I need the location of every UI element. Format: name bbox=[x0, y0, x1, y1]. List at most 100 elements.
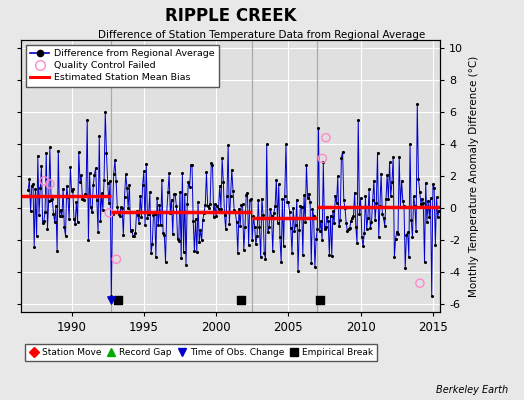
Point bbox=[315, 228, 324, 234]
Point bbox=[354, 117, 363, 123]
Point bbox=[276, 234, 284, 240]
Point bbox=[176, 188, 184, 195]
Point bbox=[182, 261, 190, 268]
Point bbox=[290, 227, 299, 234]
Point bbox=[78, 196, 86, 202]
Point bbox=[221, 212, 229, 218]
Point bbox=[123, 184, 131, 191]
Point bbox=[66, 164, 74, 170]
Point bbox=[177, 254, 185, 261]
Point bbox=[401, 265, 409, 272]
Point bbox=[373, 150, 381, 156]
Point bbox=[139, 168, 148, 174]
Point bbox=[190, 248, 199, 254]
Point bbox=[318, 155, 326, 162]
Point bbox=[296, 203, 304, 209]
Point bbox=[413, 101, 421, 107]
Point bbox=[387, 193, 395, 199]
Point bbox=[331, 193, 340, 199]
Point bbox=[249, 213, 258, 219]
Point bbox=[112, 256, 121, 262]
Point bbox=[400, 203, 408, 209]
Point bbox=[174, 238, 183, 244]
Point bbox=[146, 189, 154, 195]
Point bbox=[74, 149, 83, 155]
Point bbox=[150, 211, 159, 217]
Point bbox=[205, 205, 213, 211]
Point bbox=[119, 232, 127, 238]
Point bbox=[416, 280, 424, 286]
Point bbox=[268, 248, 277, 254]
Point bbox=[363, 226, 371, 232]
Point bbox=[137, 214, 146, 221]
Point bbox=[339, 148, 347, 155]
Point bbox=[353, 240, 361, 246]
Point bbox=[46, 181, 54, 187]
Point bbox=[244, 242, 253, 248]
Point bbox=[70, 215, 78, 222]
Point bbox=[47, 197, 55, 203]
Point bbox=[340, 197, 348, 204]
Point bbox=[343, 228, 352, 234]
Point bbox=[406, 141, 414, 147]
Point bbox=[271, 202, 279, 209]
Point bbox=[34, 153, 42, 159]
Point bbox=[424, 198, 432, 204]
Point bbox=[348, 215, 356, 222]
Point bbox=[165, 170, 173, 177]
Point bbox=[411, 203, 419, 209]
Point bbox=[172, 202, 181, 209]
Point bbox=[36, 185, 45, 191]
Point bbox=[264, 229, 272, 235]
Point bbox=[300, 192, 308, 198]
Point bbox=[235, 205, 243, 212]
Point bbox=[24, 187, 32, 194]
Point bbox=[261, 256, 270, 262]
Point bbox=[170, 191, 178, 198]
Point bbox=[370, 177, 378, 184]
Point bbox=[391, 236, 400, 242]
Point bbox=[236, 297, 245, 303]
Point bbox=[284, 199, 292, 205]
Point bbox=[105, 200, 113, 206]
Point bbox=[217, 206, 225, 212]
Point bbox=[129, 233, 137, 239]
Point bbox=[355, 210, 364, 217]
Point bbox=[419, 200, 428, 206]
Point bbox=[420, 259, 429, 266]
Point bbox=[364, 214, 372, 221]
Point bbox=[335, 223, 343, 229]
Point bbox=[274, 220, 282, 226]
Point bbox=[118, 205, 126, 211]
Point bbox=[143, 214, 151, 221]
Point bbox=[421, 180, 430, 186]
Point bbox=[153, 194, 161, 201]
Point bbox=[237, 202, 246, 208]
Point bbox=[286, 209, 294, 215]
Point bbox=[227, 166, 236, 173]
Point bbox=[301, 219, 310, 226]
Point bbox=[344, 226, 353, 232]
Point bbox=[283, 199, 291, 206]
Point bbox=[102, 150, 111, 156]
Point bbox=[252, 241, 260, 248]
Point bbox=[56, 213, 64, 219]
Point bbox=[48, 196, 57, 202]
Point bbox=[299, 252, 307, 258]
Point bbox=[371, 217, 379, 224]
Point bbox=[42, 149, 50, 156]
Point bbox=[378, 211, 387, 217]
Point bbox=[239, 247, 248, 254]
Point bbox=[206, 201, 214, 208]
Point bbox=[142, 160, 150, 167]
Point bbox=[212, 212, 220, 219]
Point bbox=[295, 227, 303, 233]
Point bbox=[37, 163, 46, 170]
Point bbox=[241, 223, 249, 230]
Point bbox=[254, 196, 263, 203]
Point bbox=[302, 162, 311, 168]
Point bbox=[394, 231, 402, 237]
Point bbox=[328, 253, 336, 259]
Point bbox=[147, 250, 155, 256]
Point bbox=[346, 224, 354, 231]
